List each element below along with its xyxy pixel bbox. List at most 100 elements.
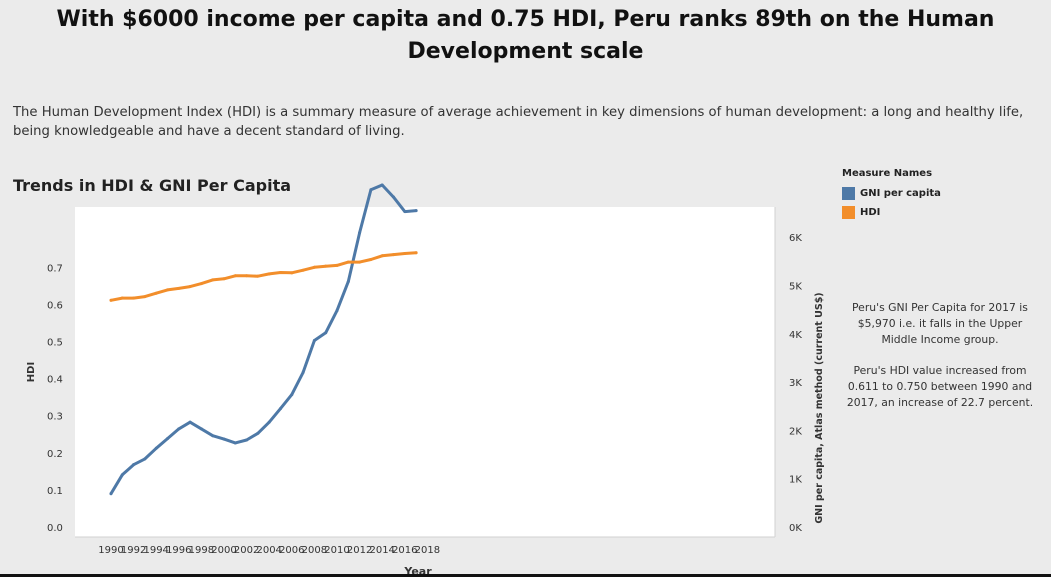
data-point-gni[interactable]	[109, 492, 113, 496]
page-title: With $6000 income per capita and 0.75 HD…	[56, 7, 995, 64]
x-tick-label: 1992	[121, 545, 146, 556]
data-point-hdi[interactable]	[211, 278, 215, 282]
data-point-hdi[interactable]	[335, 263, 339, 267]
data-point-gni[interactable]	[312, 339, 316, 343]
data-point-hdi[interactable]	[301, 268, 305, 272]
data-point-gni[interactable]	[324, 331, 328, 335]
x-tick-label: 1990	[98, 545, 123, 556]
data-point-gni[interactable]	[414, 209, 418, 213]
right-tick-label: 6K	[789, 233, 802, 244]
x-tick-label: 2016	[392, 545, 417, 556]
data-point-hdi[interactable]	[290, 271, 294, 275]
gni-note: Peru's GNI Per Capita for 2017 is $5,970…	[852, 301, 1028, 346]
plot-area	[75, 207, 775, 537]
left-tick-label: 0.5	[47, 337, 63, 348]
right-tick-label: 0K	[789, 523, 802, 534]
left-tick-label: 0.3	[47, 412, 63, 423]
data-point-gni[interactable]	[132, 463, 136, 467]
data-point-hdi[interactable]	[256, 274, 260, 278]
data-point-hdi[interactable]	[233, 274, 237, 278]
right-tick-label: 3K	[789, 378, 802, 389]
data-point-hdi[interactable]	[245, 274, 249, 278]
legend-item-gni[interactable]: GNI per capita	[842, 184, 941, 203]
x-tick-label: 2002	[234, 545, 259, 556]
legend-label-gni: GNI per capita	[860, 188, 941, 199]
data-point-gni[interactable]	[380, 183, 384, 187]
data-point-gni[interactable]	[120, 473, 124, 477]
data-point-gni[interactable]	[346, 280, 350, 284]
data-point-hdi[interactable]	[358, 260, 362, 264]
x-tick-label: 1998	[189, 545, 214, 556]
data-point-gni[interactable]	[335, 309, 339, 313]
left-axis-label: HDI	[26, 362, 37, 382]
data-point-gni[interactable]	[177, 427, 181, 431]
data-point-gni[interactable]	[199, 427, 203, 431]
data-point-hdi[interactable]	[154, 291, 158, 295]
right-tick-label: 2K	[789, 426, 802, 437]
data-point-gni[interactable]	[233, 441, 237, 445]
data-point-gni[interactable]	[267, 420, 271, 424]
data-point-hdi[interactable]	[166, 288, 169, 292]
data-point-hdi[interactable]	[143, 295, 147, 299]
data-point-hdi[interactable]	[312, 265, 316, 269]
data-point-hdi[interactable]	[403, 252, 407, 256]
data-point-hdi[interactable]	[414, 251, 418, 255]
x-tick-label: 2010	[324, 545, 349, 556]
legend-swatch-hdi	[842, 206, 855, 219]
data-point-gni[interactable]	[358, 231, 362, 235]
annotation-box: Peru's GNI Per Capita for 2017 is $5,970…	[843, 300, 1037, 426]
data-point-hdi[interactable]	[120, 296, 124, 300]
legend-item-hdi[interactable]: HDI	[842, 203, 941, 222]
data-point-gni[interactable]	[143, 457, 147, 461]
data-point-hdi[interactable]	[109, 298, 113, 302]
data-point-hdi[interactable]	[392, 253, 395, 257]
hdi-description: The Human Development Index (HDI) is a s…	[13, 105, 1024, 139]
data-point-hdi[interactable]	[177, 286, 181, 290]
data-point-hdi[interactable]	[369, 257, 373, 261]
data-point-gni[interactable]	[211, 434, 215, 438]
data-point-hdi[interactable]	[346, 260, 350, 264]
x-tick-label: 2006	[279, 545, 304, 556]
data-point-hdi[interactable]	[267, 272, 271, 276]
data-point-gni[interactable]	[256, 431, 260, 435]
chart-title: Trends in HDI & GNI Per Capita	[13, 176, 292, 195]
data-point-gni[interactable]	[403, 210, 407, 214]
hdi-note: Peru's HDI value increased from 0.611 to…	[846, 364, 1034, 409]
legend-label-hdi: HDI	[860, 207, 881, 218]
bottom-border	[0, 574, 1051, 577]
x-tick-label: 2018	[415, 545, 440, 556]
data-point-hdi[interactable]	[199, 282, 203, 286]
left-tick-label: 0.6	[47, 300, 63, 311]
data-point-gni[interactable]	[188, 420, 192, 424]
data-point-gni[interactable]	[279, 407, 282, 411]
data-point-hdi[interactable]	[188, 285, 192, 289]
left-tick-label: 0.4	[47, 375, 63, 386]
legend-title: Measure Names	[842, 168, 933, 179]
data-point-hdi[interactable]	[132, 296, 136, 300]
data-point-gni[interactable]	[245, 438, 249, 442]
data-point-gni[interactable]	[154, 446, 158, 450]
data-point-gni[interactable]	[392, 195, 395, 199]
data-point-gni[interactable]	[290, 393, 294, 397]
series-line-hdi[interactable]	[109, 251, 418, 302]
right-tick-label: 5K	[789, 281, 802, 292]
data-point-gni[interactable]	[369, 188, 373, 192]
data-point-hdi[interactable]	[324, 264, 328, 268]
right-tick-label: 1K	[789, 475, 802, 486]
legend-swatch-gni	[842, 187, 855, 200]
data-point-gni[interactable]	[222, 437, 226, 441]
data-point-hdi[interactable]	[222, 277, 226, 281]
x-tick-label: 2008	[302, 545, 327, 556]
data-point-gni[interactable]	[301, 370, 305, 374]
x-tick-label: 2012	[347, 545, 372, 556]
series-line-gni[interactable]	[109, 183, 418, 496]
x-tick-label: 2014	[369, 545, 394, 556]
data-point-gni[interactable]	[166, 437, 169, 441]
data-point-hdi[interactable]	[279, 270, 282, 274]
x-tick-label: 1994	[143, 545, 168, 556]
left-tick-label: 0.1	[47, 486, 63, 497]
left-tick-label: 0.2	[47, 449, 63, 460]
data-point-hdi[interactable]	[380, 254, 384, 258]
right-axis-label: GNI per capita, Atlas method (current US…	[814, 292, 825, 523]
